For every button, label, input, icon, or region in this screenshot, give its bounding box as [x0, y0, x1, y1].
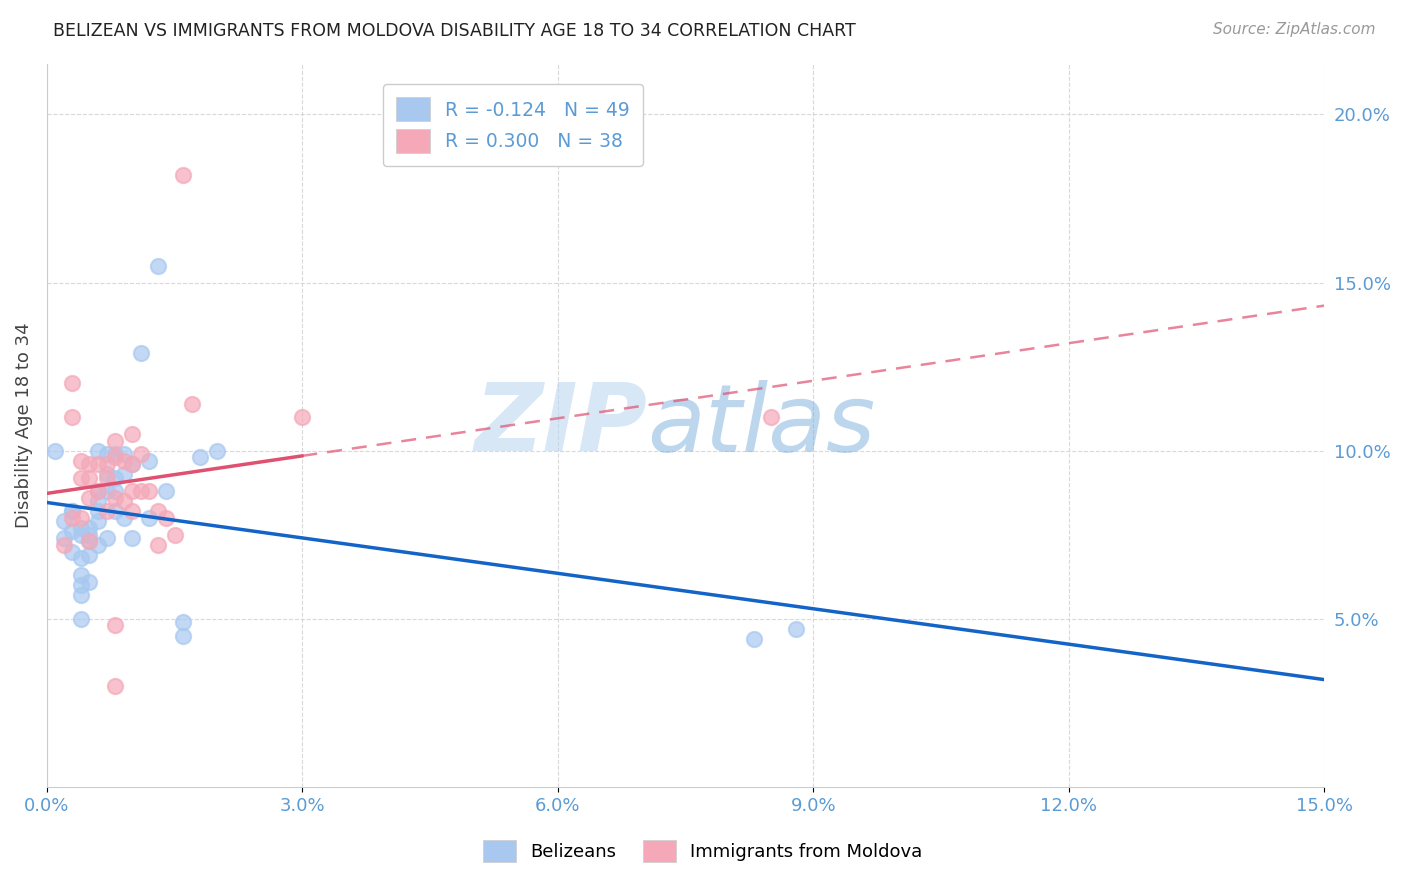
Point [112, 511, 135, 525]
Legend: R = -0.124   N = 49, R = 0.300   N = 38: R = -0.124 N = 49, R = 0.300 N = 38 [384, 84, 643, 166]
Point [180, 396, 202, 410]
Point [104, 470, 127, 484]
Point [104, 491, 127, 505]
Point [785, 622, 807, 636]
Point [188, 450, 211, 465]
Point [62, 524, 84, 539]
Point [62, 410, 84, 425]
Point [96, 470, 118, 484]
Point [129, 346, 152, 360]
Point [62, 504, 84, 518]
Point [104, 504, 127, 518]
Point [87, 538, 110, 552]
Point [121, 483, 143, 498]
Point [52, 538, 75, 552]
Point [79, 534, 101, 549]
Point [79, 470, 101, 484]
Point [62, 511, 84, 525]
Point [121, 426, 143, 441]
Point [79, 457, 101, 471]
Text: atlas: atlas [647, 380, 876, 471]
Point [138, 454, 160, 468]
Point [87, 494, 110, 508]
Point [96, 531, 118, 545]
Point [70, 588, 93, 602]
Point [146, 504, 169, 518]
Point [96, 483, 118, 498]
Legend: Belizeans, Immigrants from Moldova: Belizeans, Immigrants from Moldova [477, 833, 929, 870]
Point [104, 450, 127, 465]
Point [70, 612, 93, 626]
Point [70, 521, 93, 535]
Point [62, 504, 84, 518]
Point [172, 168, 194, 182]
Point [104, 618, 127, 632]
Point [87, 457, 110, 471]
Point [96, 447, 118, 461]
Point [96, 467, 118, 482]
Point [155, 483, 177, 498]
Point [129, 447, 152, 461]
Point [146, 259, 169, 273]
Point [70, 568, 93, 582]
Point [62, 544, 84, 558]
Point [112, 454, 135, 468]
Text: ZIP: ZIP [474, 379, 647, 472]
Point [79, 574, 101, 589]
Point [70, 551, 93, 566]
Point [70, 470, 93, 484]
Point [121, 531, 143, 545]
Y-axis label: Disability Age 18 to 34: Disability Age 18 to 34 [15, 323, 32, 528]
Point [44, 443, 66, 458]
Point [104, 434, 127, 448]
Point [70, 527, 93, 541]
Point [112, 447, 135, 461]
Point [121, 504, 143, 518]
Point [52, 514, 75, 528]
Point [104, 483, 127, 498]
Point [87, 514, 110, 528]
Text: Source: ZipAtlas.com: Source: ZipAtlas.com [1212, 22, 1375, 37]
Point [146, 538, 169, 552]
Point [96, 504, 118, 518]
Point [104, 679, 127, 693]
Point [138, 483, 160, 498]
Point [79, 521, 101, 535]
Point [70, 578, 93, 592]
Point [112, 467, 135, 482]
Point [87, 483, 110, 498]
Point [87, 483, 110, 498]
Point [96, 457, 118, 471]
Point [70, 511, 93, 525]
Point [52, 531, 75, 545]
Point [70, 454, 93, 468]
Point [112, 494, 135, 508]
Point [79, 491, 101, 505]
Text: BELIZEAN VS IMMIGRANTS FROM MOLDOVA DISABILITY AGE 18 TO 34 CORRELATION CHART: BELIZEAN VS IMMIGRANTS FROM MOLDOVA DISA… [53, 22, 856, 40]
Point [87, 443, 110, 458]
Point [79, 534, 101, 549]
Point [759, 410, 782, 425]
Point [291, 410, 314, 425]
Point [104, 447, 127, 461]
Point [155, 511, 177, 525]
Point [742, 632, 765, 646]
Point [87, 504, 110, 518]
Point [62, 376, 84, 391]
Point [79, 527, 101, 541]
Point [172, 629, 194, 643]
Point [138, 511, 160, 525]
Point [129, 483, 152, 498]
Point [163, 527, 186, 541]
Point [205, 443, 228, 458]
Point [121, 457, 143, 471]
Point [79, 548, 101, 562]
Point [121, 457, 143, 471]
Point [172, 615, 194, 629]
